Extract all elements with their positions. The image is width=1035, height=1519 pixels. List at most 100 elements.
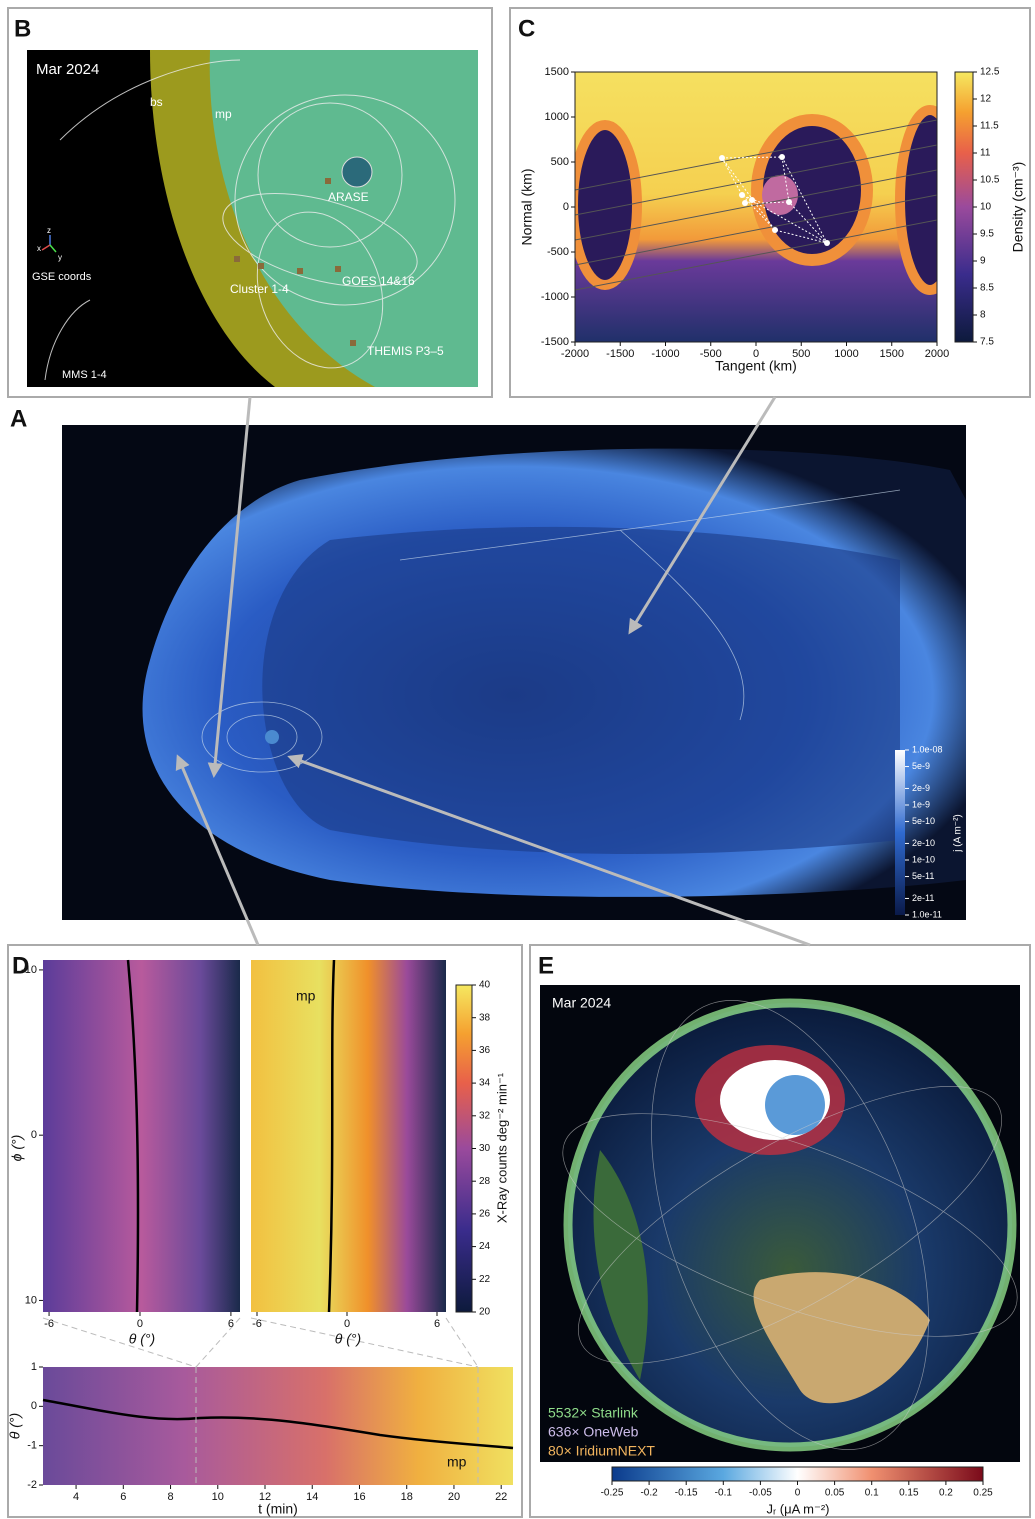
x-tick-label: 1500 (880, 348, 904, 360)
date-label: Mar 2024 (552, 995, 611, 1011)
x-tick-label: 22 (495, 1491, 507, 1503)
y-tick-label: 12.5 (980, 67, 1000, 78)
x-tick-label: -500 (700, 348, 722, 360)
y-tick-label: 34 (479, 1078, 491, 1089)
magnetosphere-3d-view (27, 50, 478, 387)
y-tick-label: 2e-9 (912, 783, 930, 793)
x-tick-label: 500 (792, 348, 810, 360)
y-tick-label: 1e-10 (912, 854, 935, 864)
y-tick-label: 8.5 (980, 283, 994, 294)
y-tick-label: -500 (547, 246, 569, 258)
date-label: Mar 2024 (36, 61, 99, 78)
x-tick-label: 0.05 (825, 1488, 845, 1499)
x-tick-label: -6 (44, 1318, 54, 1330)
x-tick-label: 10 (212, 1491, 224, 1503)
x-tick-label: -1500 (606, 348, 634, 360)
colorbar-label: Density (cm⁻³) (1010, 162, 1026, 253)
annotation: THEMIS P3–5 (367, 344, 444, 358)
magnetosphere-simulation (62, 425, 966, 920)
y-tick-label: -2 (27, 1479, 37, 1491)
y-tick-label: 0 (31, 1400, 37, 1412)
x-tick-label: 6 (120, 1491, 126, 1503)
y-axis-label: ϕ (°) (9, 1135, 25, 1162)
x-tick-label: -0.05 (749, 1488, 772, 1499)
x-tick-label: 4 (73, 1491, 79, 1503)
annotation: GSE coords (32, 271, 92, 283)
y-tick-label: 30 (479, 1143, 491, 1154)
y-tick-label: 28 (479, 1176, 491, 1187)
axis-letter: z (47, 226, 51, 235)
y-tick-label: 40 (479, 980, 491, 991)
x-tick-label: 1000 (834, 348, 858, 360)
annotation: GOES 14&16 (342, 274, 415, 288)
panel-label: E (538, 952, 554, 979)
x-tick-label: -0.25 (601, 1488, 624, 1499)
legend-entry: 5532× Starlink (548, 1405, 639, 1421)
y-tick-label: 20 (479, 1307, 491, 1318)
x-tick-label: 12 (259, 1491, 271, 1503)
y-tick-label: 9.5 (980, 229, 994, 240)
y-tick-label: -1000 (541, 291, 569, 303)
x-tick-label: 0 (753, 348, 759, 360)
colorbar (612, 1467, 983, 1481)
colorbar (955, 72, 973, 342)
y-tick-label: 5e-11 (912, 871, 934, 881)
density-map (573, 72, 960, 342)
legend-entry: 80× IridiumNEXT (548, 1443, 655, 1459)
x-tick-label: 2000 (925, 348, 949, 360)
y-tick-label: 500 (551, 156, 569, 168)
legend-entry: 636× OneWeb (548, 1424, 639, 1440)
xray-map (251, 960, 446, 1312)
axis-letter: x (37, 244, 41, 253)
x-axis-label: θ (°) (335, 1331, 361, 1347)
y-tick-label: 12 (980, 94, 992, 105)
panel-label: A (10, 405, 27, 432)
y-tick-label: 10 (25, 1294, 37, 1306)
y-tick-label: 10 (980, 202, 992, 213)
panel-label: B (14, 15, 31, 42)
y-tick-label: 1 (31, 1361, 37, 1373)
y-tick-label: 7.5 (980, 337, 994, 348)
x-tick-label: 20 (448, 1491, 460, 1503)
y-tick-label: 2e-10 (912, 838, 935, 848)
y-tick-label: 0 (31, 1129, 37, 1141)
x-tick-label: -0.2 (640, 1488, 658, 1499)
x-tick-label: 0 (795, 1488, 801, 1499)
y-tick-label: 8 (980, 310, 986, 321)
annotation: bs (150, 95, 163, 109)
y-tick-label: -10 (21, 964, 37, 976)
x-tick-label: 0.2 (939, 1488, 953, 1499)
panel-label: C (518, 15, 535, 42)
annotation: mp (215, 107, 232, 121)
x-tick-label: 8 (167, 1491, 173, 1503)
x-tick-label: 0.1 (865, 1488, 879, 1499)
axis-letter: y (58, 253, 62, 262)
x-tick-label: 18 (401, 1491, 413, 1503)
y-tick-label: 0 (563, 201, 569, 213)
annotation: ARASE (328, 190, 369, 204)
x-tick-label: -1000 (651, 348, 679, 360)
y-tick-label: 1e-9 (912, 799, 930, 809)
colorbar-label: X-Ray counts deg⁻² min⁻¹ (494, 1072, 509, 1223)
y-tick-label: 2e-11 (912, 893, 934, 903)
y-tick-label: 38 (479, 1012, 491, 1023)
figure: B Mar 2024 bs mp ARASE GSE coords Cluste… (0, 0, 1035, 1519)
annotation: mp (296, 988, 316, 1004)
y-tick-label: 22 (479, 1274, 491, 1285)
y-tick-label: 5e-10 (912, 816, 935, 826)
xray-map (43, 960, 240, 1312)
annotation: MMS 1-4 (62, 369, 107, 381)
annotation: Cluster 1-4 (230, 282, 289, 296)
x-tick-label: 14 (306, 1491, 318, 1503)
y-tick-label: 11.5 (980, 121, 999, 132)
x-axis-label: Tangent (km) (715, 358, 797, 374)
x-tick-label: 0.15 (899, 1488, 919, 1499)
x-tick-label: -2000 (561, 348, 589, 360)
x-tick-label: -6 (252, 1318, 262, 1330)
y-tick-label: 1.0e-11 (912, 909, 942, 919)
x-tick-label: 6 (228, 1318, 234, 1330)
y-tick-label: 1500 (545, 66, 569, 78)
y-tick-label: 32 (479, 1110, 491, 1121)
colorbar (456, 985, 472, 1312)
y-axis-label: θ (°) (7, 1413, 23, 1439)
